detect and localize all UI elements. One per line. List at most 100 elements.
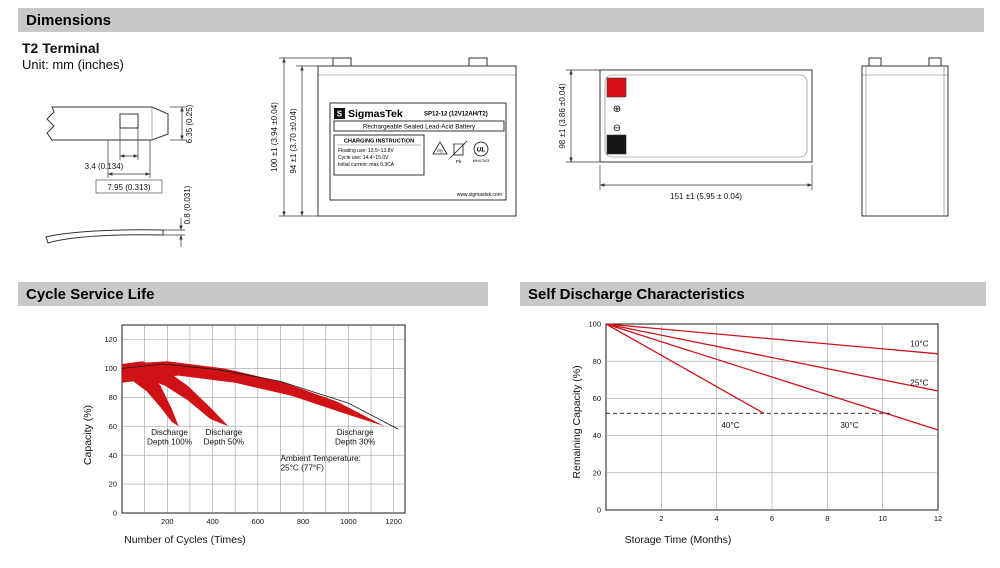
y-tick-label: 120	[104, 335, 117, 344]
series-line	[605, 323, 765, 414]
x-tick-label: 400	[206, 517, 219, 526]
section-header-self-discharge: Self Discharge Characteristics	[520, 282, 986, 306]
brand-name: SigmasTek	[348, 108, 403, 120]
y-tick-label: 20	[109, 480, 117, 489]
x-tick-label: 1000	[340, 517, 357, 526]
ul-file-number: MH47503	[473, 159, 489, 163]
y-axis-label: Capacity (%)	[82, 405, 94, 465]
terminal-slot	[119, 113, 139, 129]
chart-annotation: Depth 100%	[147, 437, 192, 446]
envelope-line	[121, 363, 399, 430]
discharge-band	[122, 361, 385, 427]
chart-annotation: Depth 30%	[335, 437, 376, 446]
battery-top-case	[599, 69, 813, 163]
x-axis-label: Storage Time (Months)	[625, 534, 732, 546]
dim-top-width: 98 ±1 (3.86 ±0.04)	[558, 83, 567, 149]
charging-line-3: Initial current: max 0.3CA	[338, 162, 395, 168]
y-tick-label: 0	[597, 506, 601, 515]
model-number: SP12-12 (12V12AH/T2)	[424, 112, 488, 118]
y-tick-label: 80	[593, 357, 601, 366]
positive-terminal	[606, 77, 627, 98]
chart-annotation: 30°C	[840, 421, 858, 430]
chart-annotation: Depth 50%	[204, 437, 245, 446]
x-tick-label: 800	[297, 517, 310, 526]
cycle-service-life-chart: 200 400 600 800 1000 1200 0 20 40 60 80 100 120 Disch…	[82, 324, 406, 546]
series-line	[605, 323, 939, 355]
x-tick-label: 4	[715, 514, 719, 523]
battery-type-line: Rechargeable Sealed Lead-Acid Battery	[363, 124, 476, 131]
chart-annotation: 25°C	[910, 378, 928, 387]
negative-terminal	[606, 134, 627, 155]
recycle-icon	[432, 141, 448, 155]
x-tick-label: 10	[879, 514, 887, 523]
crossed-out-line	[449, 140, 468, 159]
y-tick-label: 100	[588, 320, 601, 329]
ul-icon	[473, 141, 489, 157]
x-tick-label: 6	[770, 514, 774, 523]
chart-annotation: Discharge	[205, 428, 242, 437]
front-view-drawing: S SigmasTek SP12-12 (12V12AH/T2) Recharg…	[270, 57, 517, 217]
plot-area	[121, 324, 406, 514]
x-axis-label: Number of Cycles (Times)	[124, 534, 246, 546]
chart-annotation: Discharge	[151, 428, 188, 437]
charging-line-1: Floating use: 13.5~13.8V	[338, 148, 394, 154]
terminal-type-label: T2 Terminal	[22, 40, 100, 56]
chart-annotation: Discharge	[337, 428, 374, 437]
charging-instruction-box	[333, 134, 425, 176]
self-discharge-chart: 2 4 6 8 10 12 0 20 40 60 80 100 10°C 25°C 30°C 40°C Stor…	[571, 320, 942, 546]
logo-letter: S	[337, 110, 343, 119]
terminal-body-shape	[46, 106, 169, 141]
y-tick-label: 80	[109, 393, 117, 402]
terminal-detail-drawing: 6.35 (0.25) 3.4 (0.134) 7.95 (0.313) 0.8…	[45, 104, 194, 247]
x-tick-label: 200	[161, 517, 174, 526]
dim-terminal-tab-width: 7.95 (0.313)	[107, 183, 150, 192]
top-inner-outline	[604, 74, 808, 158]
y-tick-label: 100	[104, 364, 117, 373]
x-tick-label: 1200	[385, 517, 402, 526]
side-view-drawing	[861, 57, 949, 217]
series-line	[605, 323, 939, 431]
unit-note: Unit: mm (inches)	[22, 57, 124, 72]
sigmastek-logo	[334, 108, 345, 119]
dim-terminal-slot-width: 3.4 (0.134)	[85, 162, 124, 171]
y-tick-label: 20	[593, 468, 601, 477]
terminal-strip-side-view	[45, 229, 164, 244]
section-header-dimensions: Dimensions	[18, 8, 984, 32]
dim-terminal-height: 6.35 (0.25)	[185, 104, 194, 143]
y-tick-label: 0	[113, 509, 117, 518]
type-strip	[333, 120, 505, 132]
pb-label-left: Pb	[437, 149, 443, 154]
chart-annotation: 40°C	[721, 421, 739, 430]
y-tick-label: 60	[109, 422, 117, 431]
dim-case-height: 94 ±1 (3.70 ±0.04)	[289, 108, 298, 174]
x-tick-label: 8	[825, 514, 829, 523]
chart-annotation: Ambient Temperature:	[281, 454, 361, 463]
minus-symbol: ⊖	[613, 123, 621, 134]
section-title-dimensions: Dimensions	[26, 11, 112, 29]
dimensions-drawings: 6.35 (0.25) 3.4 (0.134) 7.95 (0.313) 0.8…	[45, 57, 949, 247]
charging-line-2: Cycle use: 14.4~15.0V	[338, 155, 389, 161]
section-title-self-discharge: Self Discharge Characteristics	[528, 285, 745, 303]
y-axis-label: Remaining Capacity (%)	[571, 365, 583, 478]
charging-title: CHARGING INSTRUCTION	[344, 139, 414, 145]
battery-side-case	[861, 65, 949, 217]
y-tick-label: 40	[109, 451, 117, 460]
y-tick-label: 60	[593, 394, 601, 403]
plus-symbol: ⊕	[613, 104, 621, 115]
x-tick-label: 12	[934, 514, 942, 523]
side-terminal-right	[928, 57, 942, 67]
section-header-cycle-service-life: Cycle Service Life	[18, 282, 488, 306]
x-tick-label: 600	[252, 517, 265, 526]
pb-label-right: Pb	[456, 159, 462, 164]
chart-annotation: 10°C	[910, 339, 928, 348]
y-tick-label: 40	[593, 431, 601, 440]
dim-terminal-thickness: 0.8 (0.031)	[183, 185, 192, 224]
section-title-cycle-service-life: Cycle Service Life	[26, 285, 155, 303]
side-terminal-left	[868, 57, 882, 67]
dim-top-length: 151 ±1 (5.95 ± 0.04)	[670, 192, 742, 201]
dim-box	[95, 179, 163, 194]
chart-annotation: 25°C (77°F)	[281, 463, 325, 472]
x-tick-label: 2	[659, 514, 663, 523]
website-text: www.sigmastek.com	[457, 192, 502, 198]
